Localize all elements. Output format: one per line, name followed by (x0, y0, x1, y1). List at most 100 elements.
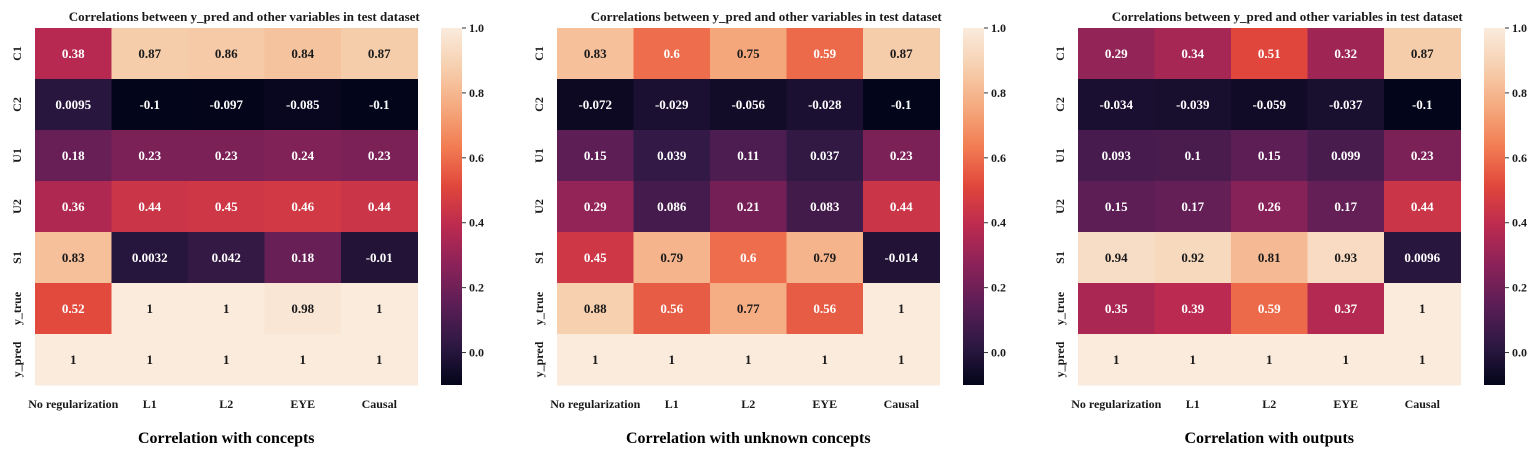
heatmap-cell (633, 130, 711, 182)
cell-value-label: 0.0032 (132, 250, 168, 265)
heatmap-cell (341, 28, 418, 80)
heatmap-cell (341, 181, 418, 233)
colorbar-tick-label: 0.0 (1512, 346, 1527, 360)
heatmap-cell (633, 232, 711, 284)
cell-value-label: -0.056 (731, 97, 765, 112)
heatmap-cell (341, 130, 418, 182)
cell-value-label: 1 (223, 301, 230, 316)
heatmap-cell (1231, 334, 1308, 386)
colorbar-tick-label: 0.4 (1512, 216, 1527, 230)
cell-value-label: 0.29 (1105, 46, 1128, 61)
cell-value-label: 0.18 (291, 250, 314, 265)
cell-value-label: 0.099 (1331, 148, 1361, 163)
colorbar-tick-label: 1.0 (991, 21, 1006, 35)
heatmap-panel-3: Correlations between y_pred and other va… (1053, 9, 1527, 447)
heatmap-cell (1384, 79, 1461, 131)
heatmap-cell (341, 79, 418, 131)
heatmap-cell (341, 334, 418, 386)
cell-value-label: 0.39 (1181, 301, 1204, 316)
heatmap-panel-1: Correlations between y_pred and other va… (10, 9, 484, 447)
heatmap-cell (557, 283, 634, 335)
cell-value-label: 0.34 (1181, 46, 1204, 61)
cell-value-label: 0.56 (660, 301, 683, 316)
y-tick-label: S1 (10, 251, 24, 264)
cell-value-label: 0.26 (1258, 199, 1281, 214)
heatmap-cell (786, 130, 864, 182)
cell-value-label: 0.36 (62, 199, 85, 214)
cell-value-label: 1 (669, 352, 676, 367)
cell-value-label: 1 (592, 352, 599, 367)
y-tick-label: U1 (10, 148, 24, 163)
cell-value-label: 0.29 (584, 199, 607, 214)
y-tick-label: y_pred (10, 341, 24, 377)
heatmap-title: Correlations between y_pred and other va… (1112, 9, 1464, 24)
y-tick-label: C2 (10, 97, 24, 112)
heatmap-cell (1078, 28, 1155, 80)
colorbar-tick-label: 0.6 (469, 151, 484, 165)
cell-value-label: 0.6 (740, 250, 757, 265)
heatmap-cell (1078, 181, 1155, 233)
heatmap-cell (1384, 181, 1461, 233)
colorbar-tick-label: 0.6 (991, 151, 1006, 165)
heatmap-cell (1307, 232, 1385, 284)
cell-value-label: 0.92 (1181, 250, 1204, 265)
cell-value-label: 0.84 (291, 46, 314, 61)
cell-value-label: 0.83 (62, 250, 85, 265)
heatmap-cell (35, 181, 112, 233)
cell-value-label: 0.0095 (55, 97, 91, 112)
colorbar-tick-label: 0.8 (1512, 86, 1527, 100)
cell-value-label: 0.86 (215, 46, 238, 61)
heatmap-cell (557, 79, 634, 131)
cell-value-label: 1 (376, 352, 383, 367)
cell-value-label: 1 (1190, 352, 1197, 367)
x-tick-label: L2 (219, 397, 233, 411)
cell-value-label: 1 (1113, 352, 1120, 367)
colorbar-tick-label: 0.8 (991, 86, 1006, 100)
heatmap-cell (1078, 334, 1155, 386)
heatmap-cell (710, 232, 787, 284)
cell-value-label: -0.1 (139, 97, 160, 112)
heatmap-cell (1154, 130, 1232, 182)
cell-value-label: -0.029 (655, 97, 689, 112)
cell-value-label: -0.085 (286, 97, 320, 112)
colorbar-tick-label: 0.4 (991, 216, 1006, 230)
heatmap-cell (1154, 28, 1232, 80)
heatmap-cell (557, 334, 634, 386)
x-tick-label: L1 (1186, 397, 1200, 411)
cell-value-label: 0.88 (584, 301, 607, 316)
heatmap-cell (111, 28, 189, 80)
cell-value-label: 0.44 (138, 199, 161, 214)
heatmap-panel-2: Correlations between y_pred and other va… (532, 9, 1006, 447)
heatmap-cell (188, 334, 265, 386)
cell-value-label: 0.87 (368, 46, 391, 61)
heatmap-cell (863, 283, 940, 335)
cell-value-label: -0.097 (209, 97, 243, 112)
heatmap-cell (1384, 130, 1461, 182)
cell-value-label: 0.59 (813, 46, 836, 61)
heatmap-cell (188, 28, 265, 80)
heatmap-title: Correlations between y_pred and other va… (69, 9, 421, 24)
cell-value-label: 1 (147, 301, 154, 316)
heatmap-cell (1154, 334, 1232, 386)
heatmap-cell (341, 283, 418, 335)
y-tick-label: U2 (10, 199, 24, 214)
cell-value-label: 0.18 (62, 148, 85, 163)
heatmap-cell (1231, 283, 1308, 335)
cell-value-label: -0.1 (369, 97, 390, 112)
cell-value-label: -0.014 (884, 250, 918, 265)
heatmap-cell (1307, 28, 1385, 80)
heatmap-cell (786, 28, 864, 80)
heatmap-cell (710, 130, 787, 182)
panel-caption: Correlation with unknown concepts (626, 430, 871, 447)
cell-value-label: 0.38 (62, 46, 85, 61)
heatmap-cell (557, 232, 634, 284)
heatmap-cell (35, 283, 112, 335)
cell-value-label: 0.44 (1411, 199, 1434, 214)
colorbar-tick-label: 1.0 (1512, 21, 1527, 35)
cell-value-label: 1 (147, 352, 154, 367)
cell-value-label: -0.037 (1329, 97, 1363, 112)
cell-value-label: 0.042 (212, 250, 241, 265)
heatmap-cell (557, 181, 634, 233)
cell-value-label: 0.51 (1258, 46, 1281, 61)
